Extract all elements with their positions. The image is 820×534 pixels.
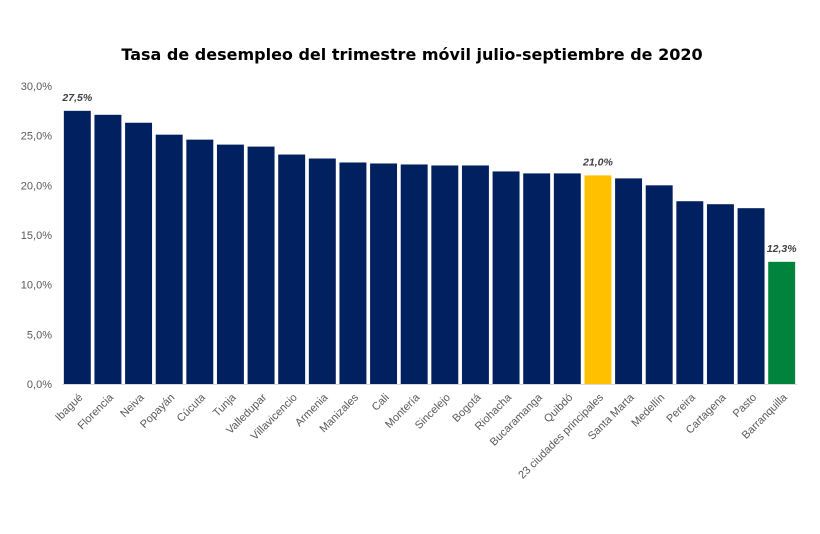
bar [584,175,612,384]
bar [278,154,306,384]
bar [247,146,275,384]
y-tick-label: 30,0% [21,81,52,93]
x-tick-label: Neiva [118,391,147,420]
bar [216,144,244,384]
y-tick-label: 20,0% [21,180,52,192]
bar [431,165,459,384]
y-tick-label: 15,0% [21,230,52,242]
x-tick-label: Cali [370,392,392,414]
bars-group [63,110,796,384]
chart-title: Tasa de desempleo del trimestre móvil ju… [121,45,702,64]
x-tick-label: Tunja [211,391,239,419]
bar [339,162,367,384]
y-tick-label: 25,0% [21,131,52,143]
bar [553,173,581,384]
x-tick-label: Cúcuta [175,391,209,425]
data-label: 27,5% [61,92,92,104]
data-labels-group: 27,5% 21,0% 12,3% [61,92,797,255]
bar [492,171,520,384]
bar [645,185,673,384]
bar [676,201,704,384]
bar [155,134,183,384]
bar [461,165,489,384]
x-tick-label: Medellín [629,392,667,430]
bar [308,158,336,384]
bar [63,110,91,384]
x-tick-label: Pasto [731,392,759,420]
y-tick-label: 10,0% [21,280,52,292]
y-axis: 0,0% 5,0% 10,0% 15,0% 20,0% 25,0% 30,0% [21,81,52,391]
data-label: 21,0% [582,156,613,168]
bar [186,139,214,384]
bar [706,204,734,384]
bar [94,114,122,384]
bar [615,178,643,384]
y-tick-label: 5,0% [27,329,52,341]
bar [523,173,551,384]
bar [125,122,153,384]
bar [400,164,428,384]
y-tick-label: 0,0% [27,379,52,391]
bar [370,163,398,384]
bar [737,208,765,384]
bar [768,261,796,384]
data-label: 12,3% [767,243,797,255]
